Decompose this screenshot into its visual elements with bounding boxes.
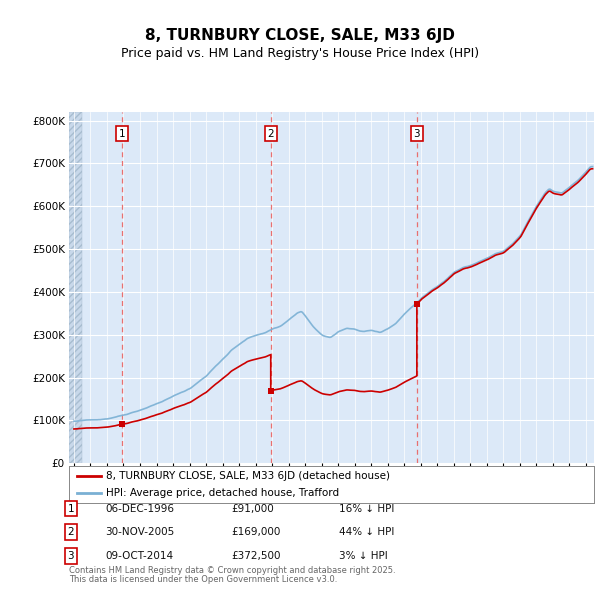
Text: £372,500: £372,500 bbox=[231, 551, 281, 560]
Text: 16% ↓ HPI: 16% ↓ HPI bbox=[339, 504, 394, 513]
Text: 09-OCT-2014: 09-OCT-2014 bbox=[105, 551, 173, 560]
Text: £169,000: £169,000 bbox=[231, 527, 280, 537]
Text: 8, TURNBURY CLOSE, SALE, M33 6JD: 8, TURNBURY CLOSE, SALE, M33 6JD bbox=[145, 28, 455, 43]
Bar bbox=[69, 112, 82, 463]
Text: 30-NOV-2005: 30-NOV-2005 bbox=[105, 527, 174, 537]
Text: Contains HM Land Registry data © Crown copyright and database right 2025.: Contains HM Land Registry data © Crown c… bbox=[69, 566, 395, 575]
Text: 1: 1 bbox=[67, 504, 74, 513]
Text: 44% ↓ HPI: 44% ↓ HPI bbox=[339, 527, 394, 537]
Text: Price paid vs. HM Land Registry's House Price Index (HPI): Price paid vs. HM Land Registry's House … bbox=[121, 47, 479, 60]
Text: 1: 1 bbox=[119, 129, 125, 139]
Text: 06-DEC-1996: 06-DEC-1996 bbox=[105, 504, 174, 513]
Text: 2: 2 bbox=[268, 129, 274, 139]
Text: HPI: Average price, detached house, Trafford: HPI: Average price, detached house, Traf… bbox=[106, 488, 339, 498]
Text: 3: 3 bbox=[67, 551, 74, 560]
Text: This data is licensed under the Open Government Licence v3.0.: This data is licensed under the Open Gov… bbox=[69, 575, 337, 584]
Bar bbox=[69, 112, 82, 463]
Text: 8, TURNBURY CLOSE, SALE, M33 6JD (detached house): 8, TURNBURY CLOSE, SALE, M33 6JD (detach… bbox=[106, 471, 390, 481]
Text: 3% ↓ HPI: 3% ↓ HPI bbox=[339, 551, 388, 560]
Text: £91,000: £91,000 bbox=[231, 504, 274, 513]
Text: 2: 2 bbox=[67, 527, 74, 537]
Text: 3: 3 bbox=[413, 129, 420, 139]
